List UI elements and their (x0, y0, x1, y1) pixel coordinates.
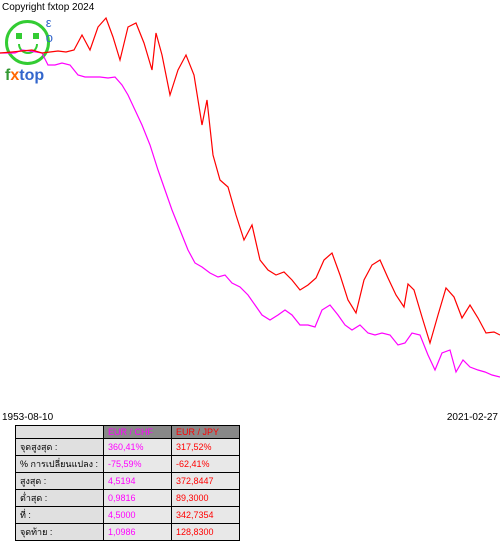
table-row: ที่ : 4,5000 342,7354 (16, 507, 240, 524)
table-value-cell: 1,0986 (104, 524, 172, 541)
table-corner-cell (16, 426, 104, 439)
table-row: สูงสุด : 4,5194 372,8447 (16, 473, 240, 490)
table-row-label: จุดสูงสุด : (16, 439, 104, 456)
table-value-cell: 0,9816 (104, 490, 172, 507)
table-value-cell: 4,5194 (104, 473, 172, 490)
table-header-cell: EUR / JPY (172, 426, 240, 439)
table-row: ต่ำสุด : 0,9816 89,3000 (16, 490, 240, 507)
table-row-label: ที่ : (16, 507, 104, 524)
table-value-cell: -75,59% (104, 456, 172, 473)
table-value-cell: 342,7354 (172, 507, 240, 524)
table-row: % การเปลี่ยนแปลง : -75,59% -62,41% (16, 456, 240, 473)
table-value-cell: 372,8447 (172, 473, 240, 490)
x-axis-end-label: 2021-02-27 (447, 412, 498, 423)
table-row: จุดท้าย : 1,0986 128,8300 (16, 524, 240, 541)
chart-series-line (0, 18, 500, 343)
table-row-label: จุดท้าย : (16, 524, 104, 541)
table-row-label: สูงสุด : (16, 473, 104, 490)
table-value-cell: 317,52% (172, 439, 240, 456)
table-row-label: ต่ำสุด : (16, 490, 104, 507)
table-row-label: % การเปลี่ยนแปลง : (16, 456, 104, 473)
table-header-cell: EUR / CHF (104, 426, 172, 439)
stats-table: EUR / CHF EUR / JPYจุดสูงสุด : 360,41% 3… (15, 425, 240, 541)
x-axis-start-label: 1953-08-10 (2, 412, 53, 423)
table-value-cell: 128,8300 (172, 524, 240, 541)
line-chart (0, 15, 500, 410)
table-value-cell: -62,41% (172, 456, 240, 473)
table-value-cell: 4,5000 (104, 507, 172, 524)
copyright-text: Copyright fxtop 2024 (2, 2, 94, 13)
table-value-cell: 360,41% (104, 439, 172, 456)
table-header-row: EUR / CHF EUR / JPY (16, 426, 240, 439)
table-value-cell: 89,3000 (172, 490, 240, 507)
table-row: จุดสูงสุด : 360,41% 317,52% (16, 439, 240, 456)
